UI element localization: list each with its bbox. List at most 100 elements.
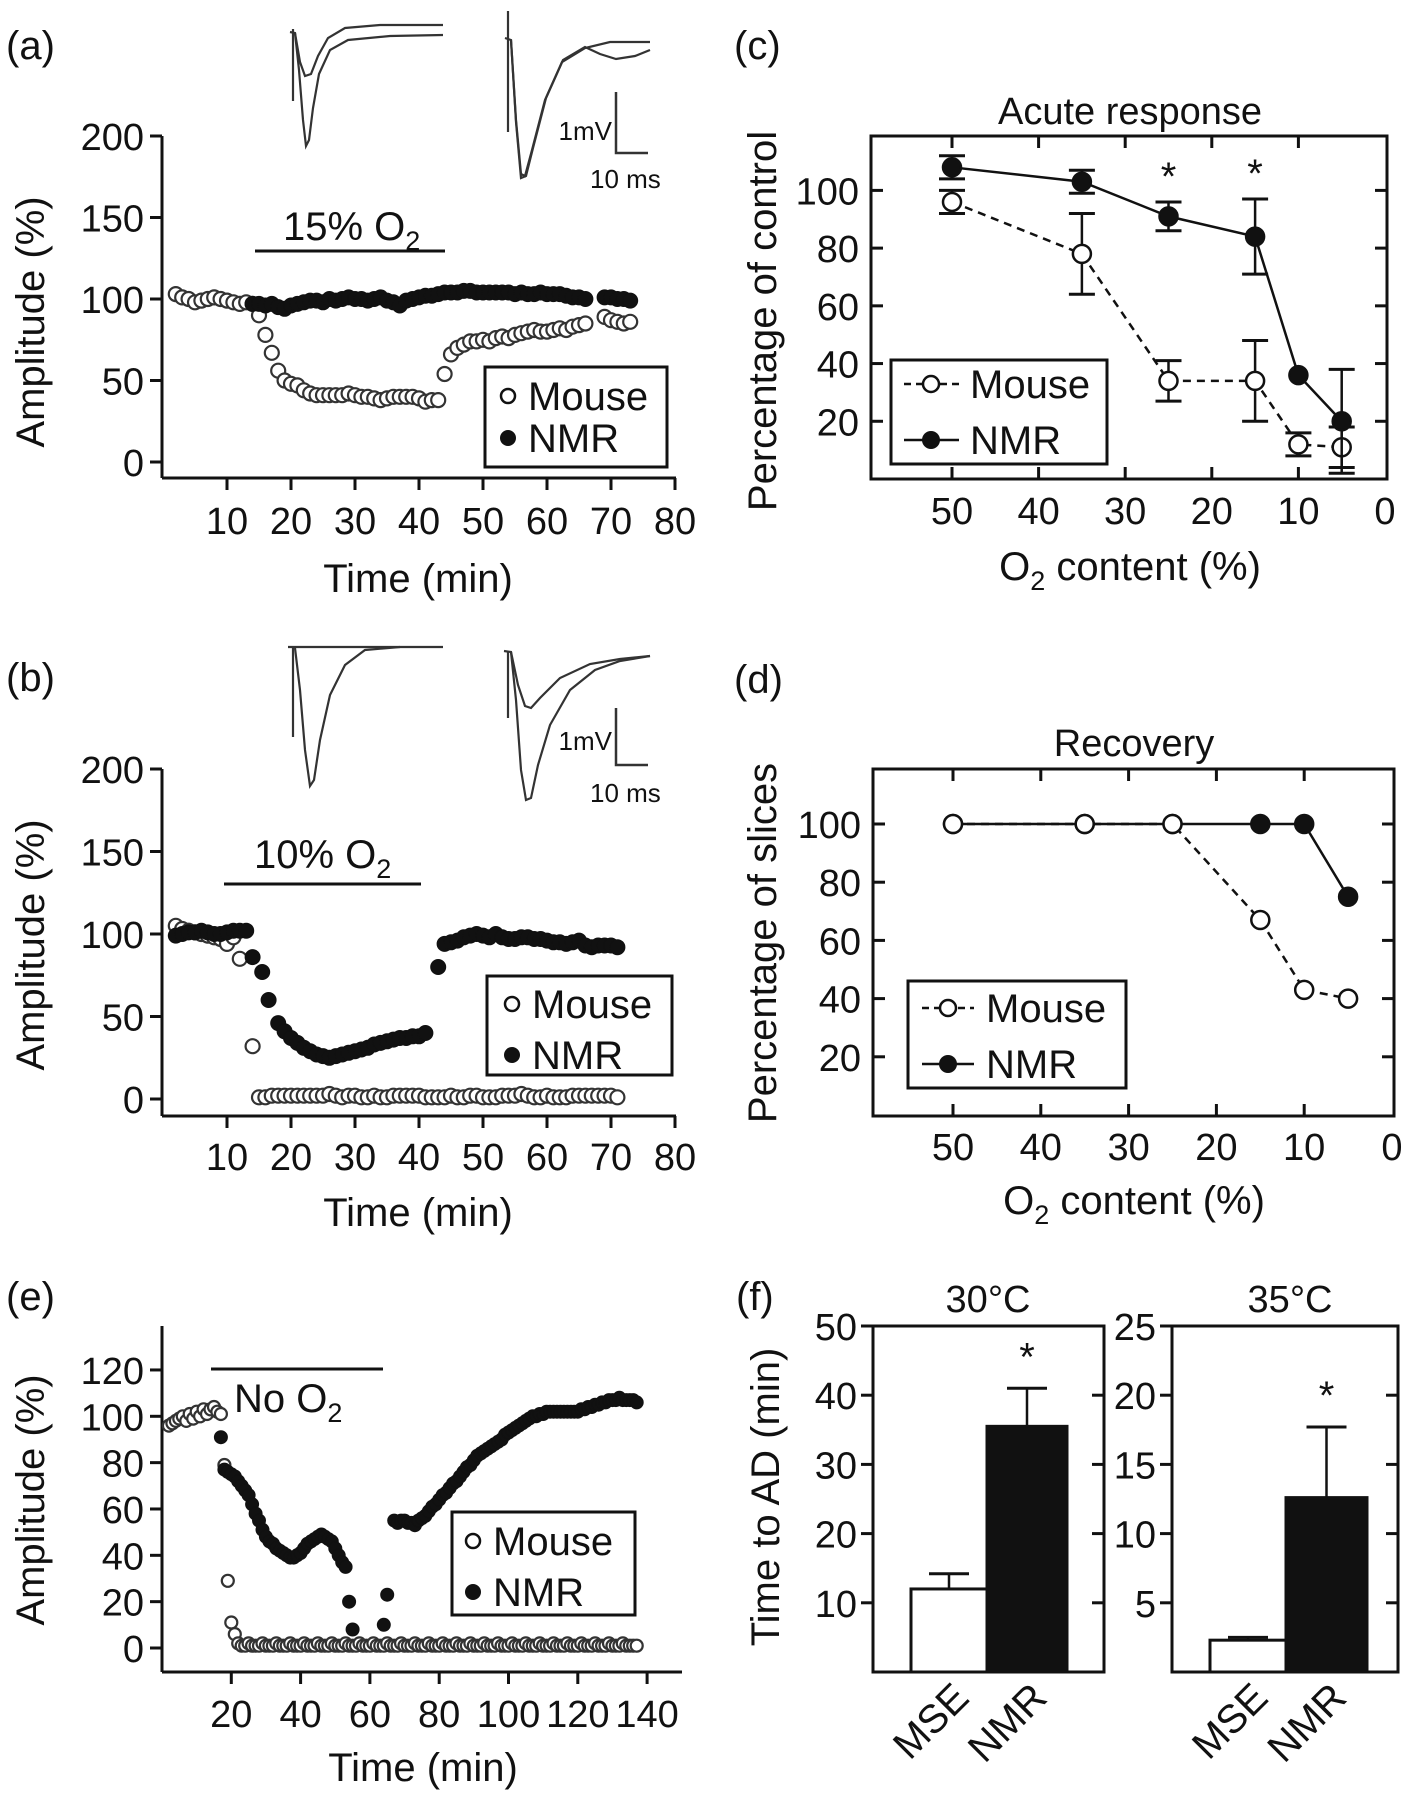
legend-marker-open — [938, 998, 958, 1018]
panel-label-b: (b) — [6, 656, 55, 700]
data-point — [213, 1430, 228, 1445]
y-axis-label-f: Time to AD (min) — [744, 1348, 788, 1647]
legend-marker-filled — [922, 431, 940, 449]
legend-marker-open — [499, 387, 517, 405]
x-tick-label: MSE — [1184, 1675, 1276, 1767]
trace-line — [289, 30, 444, 150]
x-tick-label: 80 — [654, 1137, 696, 1179]
data-point — [622, 292, 639, 309]
x-tick-label: 0 — [1381, 1127, 1402, 1169]
x-tick-label: 50 — [462, 501, 504, 543]
legend-box — [450, 1510, 637, 1617]
x-tick-label: MSE — [885, 1675, 977, 1767]
trace-inset-b-left — [288, 645, 443, 790]
y-tick-label: 40 — [815, 1376, 857, 1418]
x-axis-label-subscript: 2 — [1034, 1200, 1049, 1230]
series-nmr — [213, 1390, 644, 1637]
data-point — [629, 1395, 644, 1410]
trace-inset-a-right: 1mV 10 ms — [504, 11, 661, 194]
data-point — [342, 1594, 357, 1609]
legend-label-nmr: NMR — [493, 1571, 584, 1615]
data-point — [1244, 226, 1266, 247]
data-point — [1250, 813, 1271, 835]
y-tick-label: 25 — [1114, 1307, 1156, 1349]
y-tick-label: 80 — [819, 863, 861, 905]
y-tick-label: 50 — [102, 362, 144, 404]
significance-asterisk: * — [1247, 152, 1263, 196]
data-point — [1288, 364, 1309, 386]
scale-bar — [614, 708, 648, 767]
significance-asterisk: * — [1319, 1374, 1335, 1418]
y-tick-label: 200 — [81, 117, 144, 159]
condition-label-e: No O2 — [234, 1377, 342, 1428]
x-tick-label: 40 — [279, 1694, 321, 1736]
data-point — [436, 365, 453, 383]
x-tick-label: 20 — [210, 1694, 252, 1736]
data-point — [238, 922, 255, 939]
data-point — [1158, 370, 1179, 392]
series-nmr — [167, 922, 626, 1066]
x-tick-label: 60 — [526, 501, 568, 543]
data-point — [244, 949, 261, 966]
data-point — [629, 1638, 644, 1653]
legend-label-nmr: NMR — [970, 419, 1061, 463]
x-tick-label: 30 — [1104, 491, 1146, 533]
condition-text: 15% O — [283, 205, 405, 249]
x-axis-label-c: O2 content (%) — [999, 545, 1261, 596]
data-point — [254, 964, 271, 980]
data-point — [609, 939, 626, 956]
plot-frame — [869, 134, 1389, 481]
y-tick-label: 20 — [817, 402, 859, 444]
data-point — [1071, 171, 1093, 192]
y-tick-label: 100 — [796, 171, 859, 213]
y-tick-label: 100 — [798, 805, 861, 847]
x-tick-label: 70 — [590, 501, 632, 543]
legend-box — [483, 365, 669, 469]
bar-nmr — [985, 1424, 1069, 1674]
y-tick-label: 60 — [102, 1490, 144, 1532]
data-point — [1293, 979, 1315, 1001]
data-point — [345, 1622, 360, 1637]
trace-line — [509, 39, 651, 180]
legend-e: Mouse NMR — [450, 1510, 637, 1617]
legend-a: Mouse NMR — [483, 365, 669, 469]
chart-title-d: Recovery — [1054, 723, 1215, 765]
series-mouse — [167, 286, 639, 410]
data-point — [1074, 813, 1095, 835]
series-nmr — [939, 154, 1355, 475]
x-axis-label-subscript: 2 — [1030, 566, 1045, 596]
data-point — [220, 1573, 235, 1588]
y-tick-label: 0 — [123, 443, 144, 485]
trace-inset-b-right: 1mV 10 ms — [503, 649, 661, 808]
x-tick-label: 10 — [1283, 1127, 1325, 1169]
data-point — [609, 1089, 626, 1106]
x-tick-label: 40 — [398, 501, 440, 543]
x-axis-label-e: Time (min) — [328, 1746, 518, 1790]
y-tick-label: 20 — [102, 1583, 144, 1625]
y-tick-label: 0 — [123, 1629, 144, 1671]
x-tick-label: 60 — [349, 1694, 391, 1736]
x-tick-label: 0 — [1374, 491, 1395, 533]
legend-marker-filled — [504, 1047, 520, 1063]
data-point — [1337, 886, 1359, 907]
scale-bar — [614, 92, 648, 155]
plot-frame — [1170, 1324, 1400, 1674]
panel-label-a: (a) — [6, 24, 55, 68]
y-tick-label: 150 — [81, 833, 144, 875]
chart-title-c: Acute response — [998, 91, 1262, 133]
legend-label-mouse: Mouse — [970, 363, 1090, 407]
series-nmr — [942, 813, 1359, 907]
scale-voltage-label: 1mV — [559, 726, 613, 756]
data-point — [942, 813, 964, 835]
panel-label-e: (e) — [6, 1275, 55, 1319]
data-point — [1293, 813, 1315, 835]
x-tick-label: 20 — [1191, 491, 1233, 533]
y-tick-label: 5 — [1135, 1584, 1156, 1626]
x-tick-label: 10 — [206, 501, 248, 543]
y-tick-label: 40 — [102, 1536, 144, 1578]
data-point — [577, 291, 594, 307]
x-tick-label: 140 — [615, 1694, 678, 1736]
x-axis-label-a: Time (min) — [323, 557, 513, 601]
